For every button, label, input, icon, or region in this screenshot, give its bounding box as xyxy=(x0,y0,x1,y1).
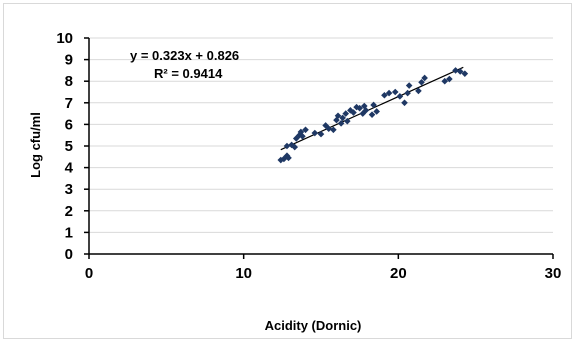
y-tick-label: 5 xyxy=(65,138,73,155)
data-point xyxy=(368,111,376,118)
data-point xyxy=(311,129,319,137)
data-point xyxy=(404,89,411,97)
data-point xyxy=(292,135,300,142)
trendline-r2: R² = 0.9414 xyxy=(154,66,223,81)
data-point xyxy=(452,67,459,74)
data-point xyxy=(421,74,428,82)
data-point xyxy=(418,78,425,86)
axes xyxy=(84,37,554,259)
data-point xyxy=(401,99,408,107)
y-tick-labels: 0 1 2 3 4 5 6 7 8 9 10 xyxy=(56,30,73,263)
data-point xyxy=(347,107,354,114)
y-tick-label: 9 xyxy=(65,52,73,69)
data-point xyxy=(339,114,346,122)
trendline-group xyxy=(280,66,464,151)
data-point xyxy=(325,125,333,133)
data-point xyxy=(342,110,350,117)
data-point xyxy=(446,75,453,83)
data-point xyxy=(370,101,377,109)
x-tick-label: 20 xyxy=(390,265,407,282)
data-point xyxy=(343,117,351,125)
y-tick-label: 4 xyxy=(65,160,74,177)
data-point xyxy=(362,107,370,114)
data-point xyxy=(291,143,299,151)
y-tick-label: 8 xyxy=(65,73,73,90)
y-tick-label: 0 xyxy=(65,246,73,263)
data-point xyxy=(283,142,291,150)
data-point xyxy=(350,109,357,116)
trendline xyxy=(280,66,464,151)
x-axis-title: Acidity (Dornic) xyxy=(265,318,362,333)
data-point xyxy=(283,152,291,160)
data-point xyxy=(381,91,388,99)
data-points xyxy=(277,67,469,164)
gridlines xyxy=(89,37,553,233)
trendline-equation: y = 0.323x + 0.826 xyxy=(130,48,239,63)
y-tick-label: 7 xyxy=(65,95,73,112)
chart-frame xyxy=(3,3,572,339)
data-point xyxy=(285,154,292,162)
data-point xyxy=(334,112,342,120)
data-point xyxy=(277,156,285,164)
y-tick-label: 2 xyxy=(65,203,73,220)
data-point xyxy=(317,130,325,138)
x-tick-label: 30 xyxy=(545,265,562,282)
data-point xyxy=(356,104,363,112)
x-tick-label: 0 xyxy=(85,265,93,282)
y-tick-label: 10 xyxy=(56,30,73,47)
data-point xyxy=(288,141,295,149)
data-point xyxy=(391,88,399,96)
x-tick-labels: 0 10 20 30 xyxy=(85,265,562,282)
data-point xyxy=(456,68,464,75)
data-point xyxy=(337,120,345,127)
y-axis-title: Log cfu/ml xyxy=(28,112,43,178)
x-tick-label: 10 xyxy=(235,265,252,282)
data-point xyxy=(280,155,288,163)
data-point xyxy=(373,108,380,115)
y-tick-label: 6 xyxy=(65,116,73,133)
data-point xyxy=(330,126,337,134)
data-point xyxy=(385,89,393,97)
y-tick-label: 1 xyxy=(65,224,73,241)
data-point xyxy=(405,82,413,89)
data-point xyxy=(441,77,449,85)
data-point xyxy=(396,93,404,100)
y-tick-label: 3 xyxy=(65,181,73,198)
data-point xyxy=(296,131,303,139)
data-point xyxy=(302,126,309,134)
data-point xyxy=(299,132,306,140)
data-point xyxy=(461,70,469,77)
data-point xyxy=(415,87,422,95)
